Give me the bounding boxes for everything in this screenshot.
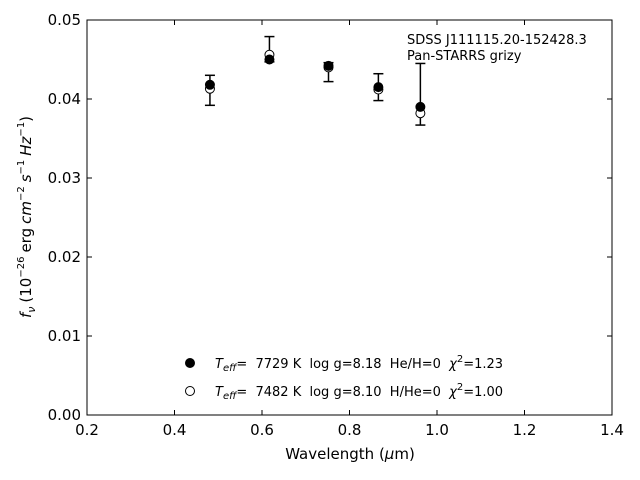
x-axis-ticks: 0.2 0.4 0.6 0.8 1.0 1.2 1.4 bbox=[75, 20, 624, 439]
legend: Teff= 7729 K log g=8.18 He/H=0 χ2=1.23 T… bbox=[185, 354, 503, 402]
x-tick-label: 1.4 bbox=[600, 421, 624, 439]
x-tick-label: 0.2 bbox=[75, 421, 99, 439]
model-point-filled bbox=[415, 101, 426, 112]
y-tick-label: 0.04 bbox=[48, 90, 81, 108]
x-axis-label: Wavelength (μm) bbox=[285, 445, 415, 463]
y-axis-label: fν(10−26ergcm−2s−1Hz−1) bbox=[16, 116, 38, 318]
legend-entry-filled: Teff= 7729 K log g=8.18 He/H=0 χ2=1.23 bbox=[215, 354, 503, 374]
x-tick-label: 0.6 bbox=[250, 421, 274, 439]
x-tick-label: 0.4 bbox=[163, 421, 187, 439]
legend-marker-open bbox=[185, 386, 195, 396]
x-tick-label: 1.0 bbox=[425, 421, 449, 439]
y-tick-label: 0.05 bbox=[48, 11, 81, 29]
model-point-filled bbox=[373, 82, 384, 93]
x-tick-label: 0.8 bbox=[338, 421, 362, 439]
y-tick-label: 0.03 bbox=[48, 169, 81, 187]
model-point-filled bbox=[264, 54, 275, 65]
y-tick-label: 0.02 bbox=[48, 248, 81, 266]
legend-marker-filled bbox=[185, 358, 195, 368]
x-tick-label: 1.2 bbox=[513, 421, 537, 439]
y-tick-label: 0.01 bbox=[48, 327, 81, 345]
model-point-filled bbox=[204, 79, 215, 90]
model-point-filled bbox=[323, 60, 334, 71]
y-tick-label: 0.00 bbox=[48, 406, 81, 424]
legend-entry-open: Teff= 7482 K log g=8.10 H/He=0 χ2=1.00 bbox=[215, 382, 503, 402]
object-name-annotation: SDSS J111115.20-152428.3 bbox=[407, 33, 587, 48]
y-axis-ticks: 0.00 0.01 0.02 0.03 0.04 0.05 bbox=[48, 11, 612, 424]
data-points bbox=[204, 49, 426, 119]
survey-annotation: Pan-STARRS grizy bbox=[407, 49, 522, 64]
